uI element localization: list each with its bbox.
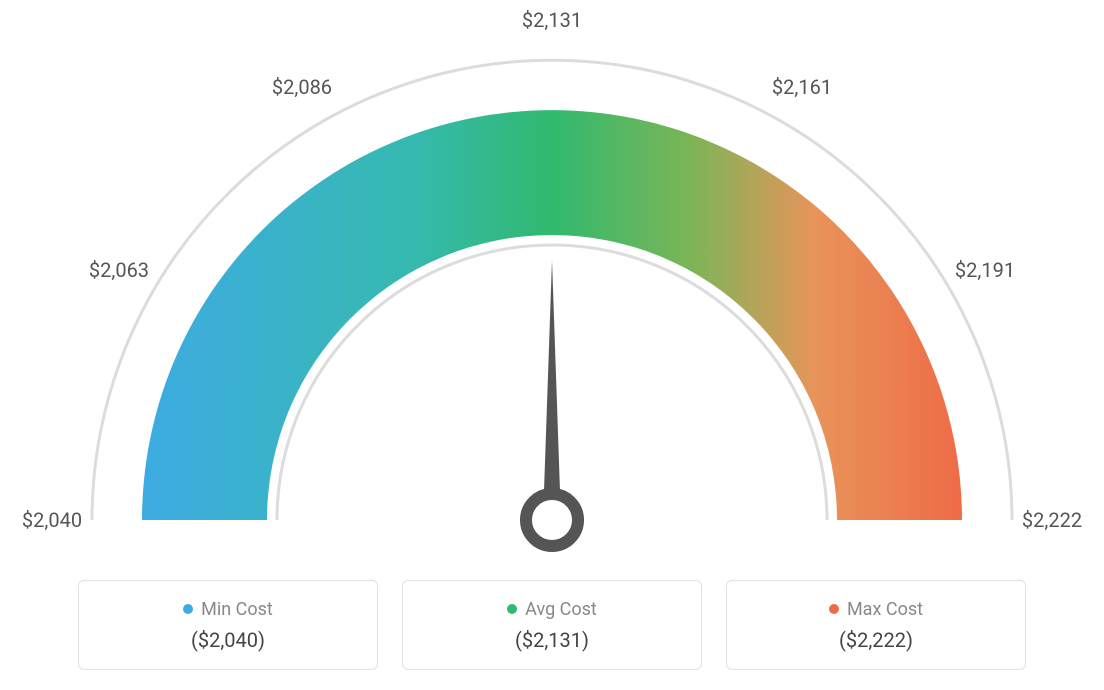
gauge-chart: $2,040 $2,063 $2,086 $2,131 $2,161 $2,191 $2,2… — [0, 0, 1104, 560]
legend-dot-max — [829, 604, 839, 614]
legend-top: Avg Cost — [507, 599, 597, 620]
gauge-tick-label: $2,086 — [272, 75, 332, 99]
gauge-tick-label: $2,191 — [955, 258, 1015, 282]
legend-dot-min — [183, 604, 193, 614]
legend-row: Min Cost ($2,040) Avg Cost ($2,131) Max … — [78, 580, 1026, 670]
gauge-tick-label: $2,161 — [772, 75, 832, 99]
legend-value-max: ($2,222) — [839, 628, 913, 652]
legend-card-min: Min Cost ($2,040) — [78, 580, 378, 670]
gauge-tick-label: $2,063 — [89, 258, 149, 282]
legend-value-min: ($2,040) — [191, 628, 265, 652]
legend-top: Min Cost — [183, 599, 273, 620]
legend-label-avg: Avg Cost — [525, 599, 597, 620]
gauge-tick-label: $2,222 — [1022, 508, 1082, 532]
gauge-svg — [0, 0, 1104, 560]
legend-top: Max Cost — [829, 599, 923, 620]
gauge-tick-label: $2,131 — [522, 8, 582, 32]
legend-label-min: Min Cost — [201, 599, 273, 620]
legend-label-max: Max Cost — [847, 599, 923, 620]
gauge-tick-label: $2,040 — [22, 508, 82, 532]
legend-card-avg: Avg Cost ($2,131) — [402, 580, 702, 670]
legend-value-avg: ($2,131) — [515, 628, 589, 652]
legend-card-max: Max Cost ($2,222) — [726, 580, 1026, 670]
legend-dot-avg — [507, 604, 517, 614]
